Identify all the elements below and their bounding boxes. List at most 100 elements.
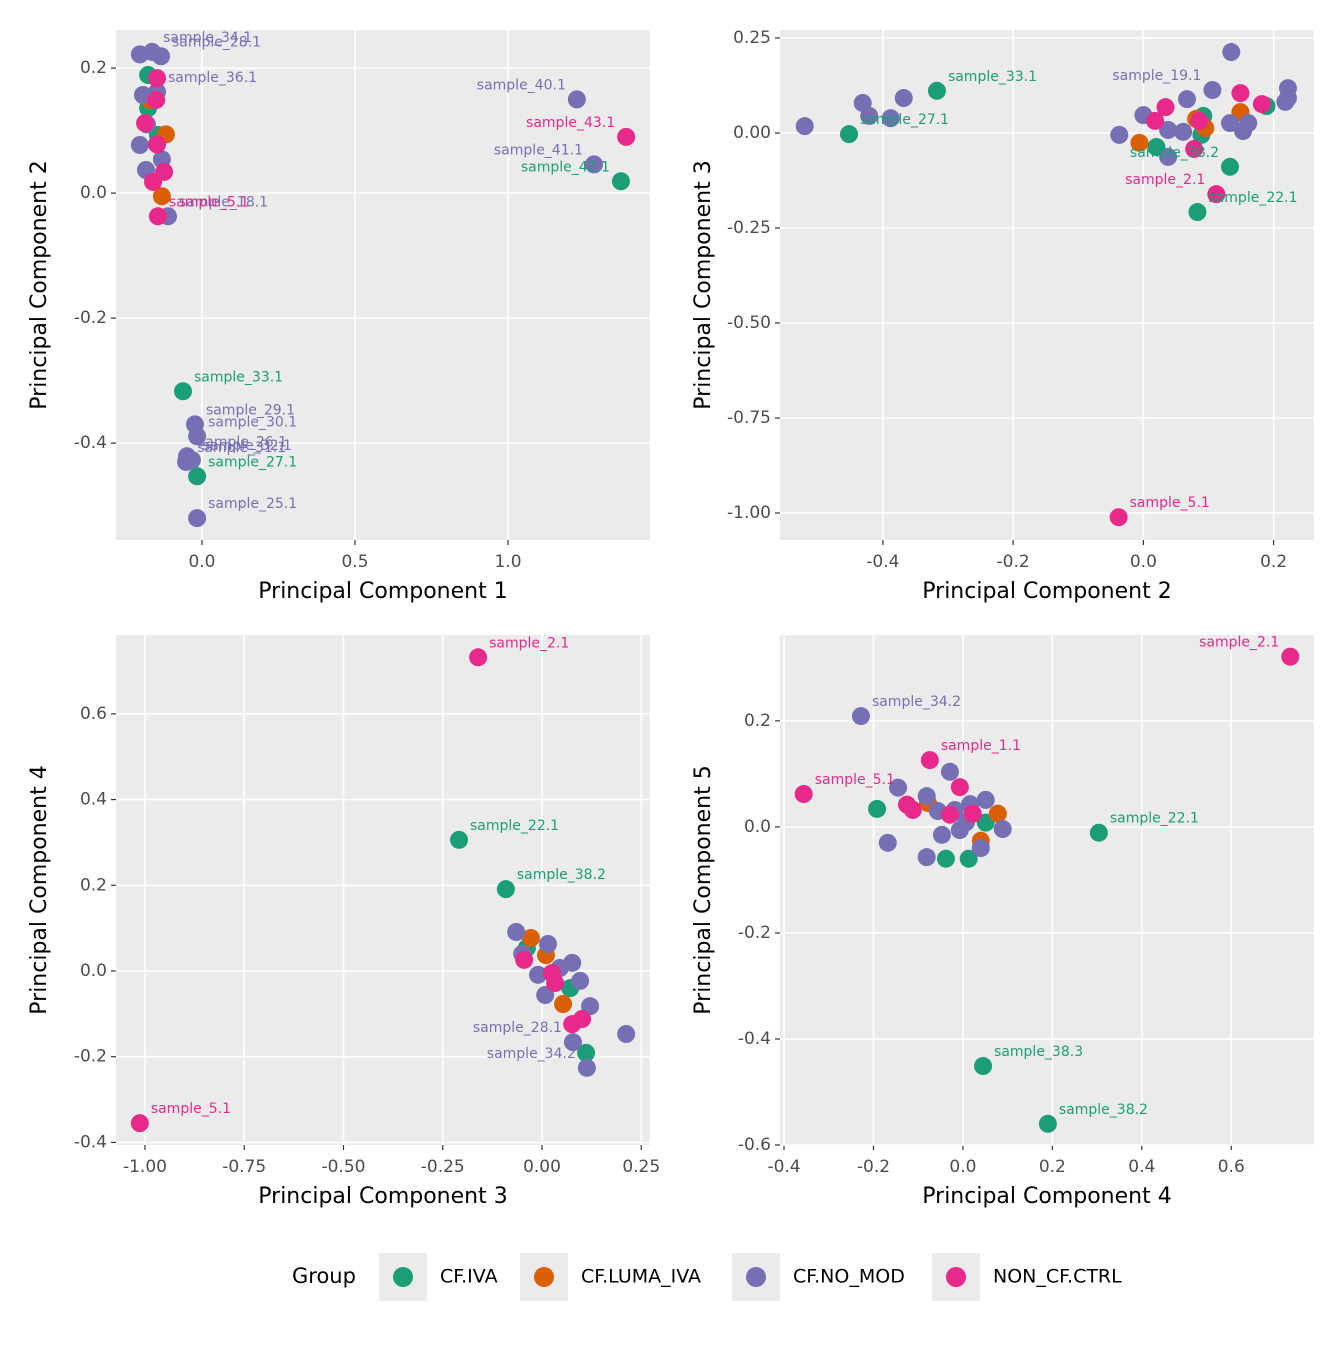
- data-point: [130, 1114, 149, 1133]
- data-point: [1109, 508, 1128, 527]
- data-point: [188, 509, 207, 528]
- point-label: sample_18.1: [179, 194, 268, 210]
- data-point: [976, 790, 995, 809]
- x-tick-label: 0.5: [341, 552, 368, 572]
- data-point: [554, 995, 573, 1013]
- point-label: sample_33.1: [948, 69, 1037, 85]
- data-point: [148, 207, 167, 226]
- x-axis-title: Principal Component 3: [258, 1184, 507, 1209]
- data-point: [571, 971, 590, 990]
- data-point: [507, 923, 526, 941]
- data-point: [1178, 90, 1197, 109]
- point-label: sample_25.1: [208, 496, 297, 512]
- legend-label: CF.NO_MOD: [793, 1266, 905, 1288]
- point-label: sample_5.1: [151, 1101, 231, 1117]
- data-point: [974, 1057, 993, 1076]
- data-point: [147, 91, 166, 109]
- point-label: sample_42.1: [521, 159, 610, 175]
- data-point: [936, 849, 955, 868]
- data-point: [1174, 122, 1193, 141]
- point-label: sample_38.2: [1059, 1102, 1148, 1118]
- data-point: [584, 155, 603, 174]
- legend-symbol: [746, 1267, 766, 1287]
- data-point: [1203, 81, 1222, 100]
- data-point: [971, 839, 990, 858]
- data-point: [577, 1058, 596, 1077]
- point-label: sample_5.1: [169, 194, 249, 210]
- y-tick-label: 0.0: [80, 183, 107, 203]
- x-tick-label: 0.0: [949, 1157, 976, 1177]
- data-point: [1281, 647, 1300, 666]
- x-axis-title: Principal Component 1: [258, 579, 507, 604]
- point-label: sample_2.1: [1199, 635, 1279, 651]
- data-point: [894, 89, 913, 108]
- data-point: [563, 953, 582, 972]
- data-point: [881, 109, 900, 128]
- data-point: [1207, 185, 1226, 204]
- y-tick-label: -0.4: [74, 1132, 107, 1152]
- point-label: sample_2.1: [489, 635, 569, 651]
- legend-symbol: [946, 1267, 966, 1287]
- y-axis-title: Principal Component 5: [691, 765, 716, 1014]
- point-label: sample_27.1: [860, 112, 949, 128]
- point-label: sample_41.1: [494, 142, 583, 158]
- point-label: sample_22.1: [470, 818, 559, 834]
- legend-symbol: [534, 1267, 554, 1287]
- x-tick-label: 0.00: [523, 1157, 561, 1177]
- point-label: sample_26.1: [198, 434, 287, 450]
- data-point: [152, 187, 171, 206]
- data-point: [538, 935, 557, 953]
- y-tick-label: 0.2: [744, 711, 771, 731]
- data-point: [148, 135, 167, 154]
- point-label: sample_32.1: [203, 438, 292, 454]
- data-point: [1038, 1114, 1057, 1133]
- x-tick-label: -0.4: [866, 552, 899, 572]
- data-point: [940, 805, 959, 824]
- x-tick-label: -0.4: [767, 1157, 800, 1177]
- data-point: [1190, 111, 1209, 130]
- data-point: [1147, 138, 1166, 157]
- point-label: sample_38.3: [994, 1044, 1083, 1060]
- data-point: [1089, 823, 1108, 842]
- x-tick-label: -0.50: [321, 1157, 365, 1177]
- data-point: [529, 965, 548, 984]
- data-point: [567, 90, 586, 109]
- data-point: [1239, 114, 1258, 133]
- y-tick-label: -0.2: [74, 308, 107, 328]
- x-tick-label: 1.0: [494, 552, 521, 572]
- legend-title: Group: [292, 1264, 356, 1288]
- data-point: [963, 804, 982, 823]
- data-point: [136, 114, 155, 133]
- y-tick-label: 0.2: [80, 58, 107, 78]
- data-point: [950, 778, 969, 797]
- y-tick-label: 0.00: [733, 123, 771, 143]
- data-point: [940, 762, 959, 781]
- data-point: [188, 427, 207, 446]
- y-tick-label: -0.2: [74, 1047, 107, 1067]
- y-tick-label: -0.6: [738, 1135, 771, 1155]
- point-label: sample_31.1: [197, 440, 286, 456]
- y-tick-label: 0.0: [744, 817, 771, 837]
- y-tick-label: 0.25: [733, 28, 771, 48]
- x-axis-title: Principal Component 2: [922, 579, 1171, 604]
- data-point: [496, 880, 515, 899]
- point-label: sample_38.2: [517, 867, 606, 883]
- x-tick-label: 0.2: [1260, 552, 1287, 572]
- data-point: [868, 799, 887, 818]
- legend-symbol: [393, 1267, 413, 1287]
- point-label: sample_34.1: [163, 30, 252, 46]
- plot-panel: [116, 30, 650, 540]
- point-label: sample_5.1: [815, 772, 895, 788]
- data-point: [148, 69, 167, 88]
- point-label: sample_1.1: [941, 738, 1021, 754]
- y-tick-label: -0.25: [727, 218, 771, 238]
- data-point: [536, 986, 555, 1004]
- x-axis-title: Principal Component 4: [922, 1184, 1171, 1209]
- y-tick-label: -0.75: [727, 408, 771, 428]
- data-point: [959, 849, 978, 868]
- point-label: sample_28.1: [172, 34, 261, 50]
- legend-label: CF.LUMA_IVA: [581, 1266, 701, 1288]
- y-tick-label: -0.4: [74, 433, 107, 453]
- data-point: [878, 833, 897, 852]
- data-point: [174, 382, 193, 401]
